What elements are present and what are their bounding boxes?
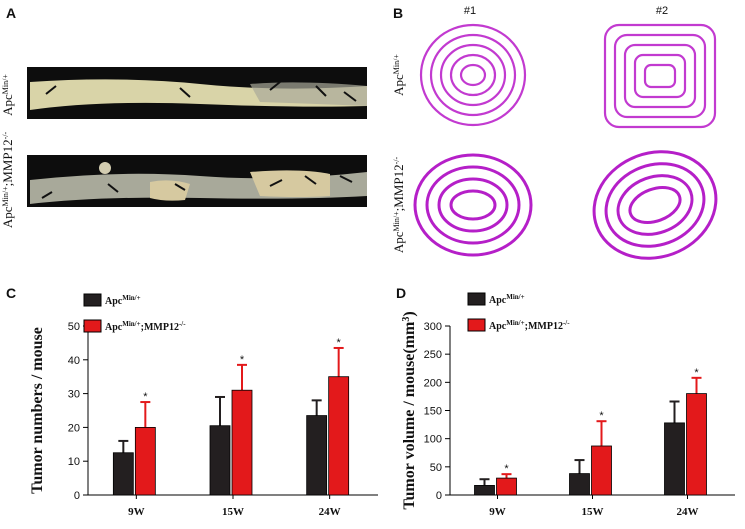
legend-label-part: Apc [105,296,123,307]
y-tick-label: 250 [424,349,442,361]
legend-swatch [83,319,102,333]
row-label-part: Min/+ [392,54,401,75]
row-label-part: ;MMP12 [391,164,406,211]
legend-label-part: Apc [105,322,123,333]
y-axis-title-part: 3 [401,317,412,322]
column-label: #1 [464,5,476,17]
y-axis-title: Tumor volume / mouse(mm3) [401,311,419,509]
y-tick-label: 100 [424,434,442,446]
legend-label-part: -/- [563,319,570,327]
bar [569,473,590,496]
y-tick-label: 30 [68,389,80,401]
bar [591,445,612,496]
significance-mark: * [337,337,342,349]
histology-image [413,153,533,257]
y-tick-label: 300 [424,321,442,333]
row-label: ApcMin/+;MMP12-/- [391,157,406,254]
x-tick-label: 24W [319,506,341,518]
x-tick-label: 15W [582,506,604,518]
y-axis-title-part: Tumor volume / mouse(mm [401,321,418,510]
legend-label-part: Min/+ [122,294,140,302]
histology-image [419,23,527,127]
row-label-part: Apc [0,94,15,116]
legend-label-part: Min/+ [506,319,524,327]
panel-letter: C [6,285,16,301]
row-label-part: -/- [392,157,401,165]
bar [112,452,134,496]
legend-label-part: Apc [489,321,507,332]
x-tick-label: 15W [222,506,244,518]
bar [231,389,253,496]
y-tick-label: 50 [68,321,80,333]
colon-photo [27,155,367,207]
legend-label: ApcMin/+;MMP12-/- [489,319,570,332]
x-tick-label: 9W [489,506,506,518]
significance-mark: * [599,410,604,422]
legend-label-part: ;MMP12 [525,321,563,332]
legend-label-part: -/- [179,320,186,328]
legend-swatch [83,293,102,307]
legend-label: ApcMin/+ [489,293,525,306]
bar [209,425,231,496]
legend-swatch [467,318,486,332]
bar [328,376,350,496]
panel-letter: D [396,285,406,301]
panel-letter: A [6,5,16,21]
legend-label-part: Apc [489,295,507,306]
row-label-part: Apc [391,231,406,253]
y-tick-label: 20 [68,422,80,434]
row-label-part: Apc [391,74,406,96]
panel-letter: B [393,5,403,21]
row-label-part: Min/+ [392,211,401,232]
y-axis-title: Tumor numbers / mouse [29,327,46,494]
bar [664,422,685,496]
y-tick-label: 0 [436,490,442,502]
y-tick-label: 10 [68,456,80,468]
y-tick-label: 200 [424,377,442,389]
bar [306,415,328,496]
x-tick-label: 9W [128,506,145,518]
y-tick-label: 150 [424,406,442,418]
y-axis-title-part: Tumor numbers / mouse [29,327,46,494]
y-axis-title-part: ) [401,311,418,316]
bar [686,393,707,496]
row-label-part: Apc [0,206,15,228]
row-label-part: Min/+ [1,186,10,207]
row-label: ApcMin/+;MMP12-/- [0,132,15,229]
column-label: #2 [656,5,668,17]
y-tick-label: 50 [430,462,442,474]
legend-swatch [467,292,486,306]
histology-image [603,23,717,129]
legend-label-part: Min/+ [122,320,140,328]
colon-photo [27,67,367,119]
legend-label: ApcMin/+ [105,294,141,307]
legend-label: ApcMin/+;MMP12-/- [105,320,186,333]
row-label-part: -/- [1,132,10,140]
significance-mark: * [694,367,699,379]
y-tick-label: 40 [68,355,80,367]
row-label: ApcMin/+ [0,74,15,116]
significance-mark: * [143,391,148,403]
significance-mark: * [504,463,509,475]
row-label: ApcMin/+ [391,54,406,96]
y-tick-label: 0 [74,490,80,502]
bar [474,485,495,496]
row-label-part: ;MMP12 [0,139,15,186]
significance-mark: * [240,354,245,366]
bar [134,426,156,496]
x-tick-label: 24W [677,506,699,518]
row-label-part: Min/+ [1,74,10,95]
histology-image [592,150,718,260]
bar [496,477,517,496]
legend-label-part: Min/+ [506,293,524,301]
legend-label-part: ;MMP12 [141,322,179,333]
